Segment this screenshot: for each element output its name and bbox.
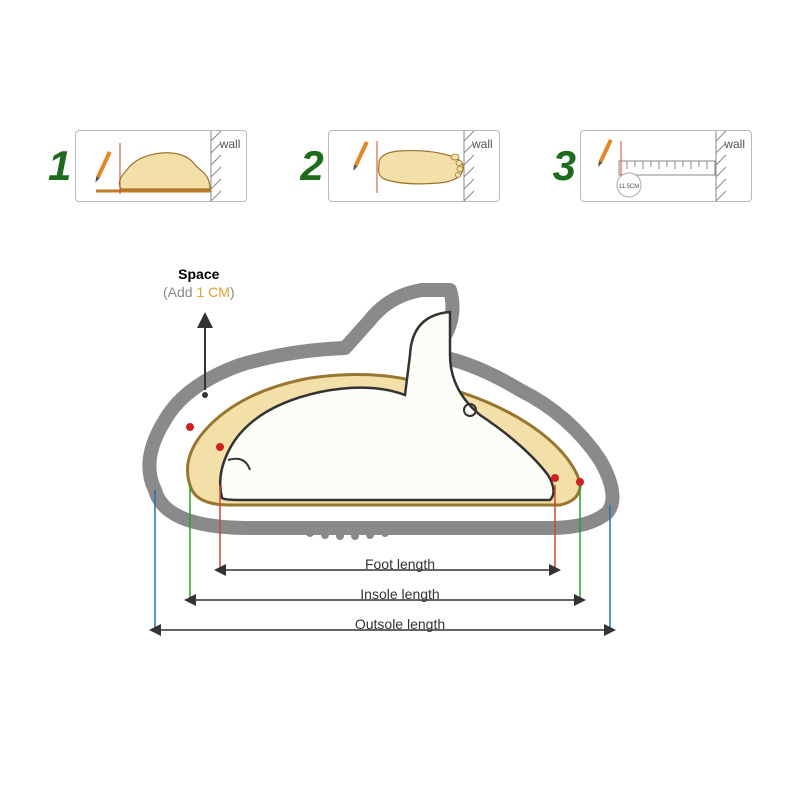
step-2-illustration: wall bbox=[328, 130, 500, 202]
step-2: 2 wall bbox=[300, 130, 499, 202]
shoe-cross-section-diagram: Space (Add 1 CM) bbox=[110, 260, 690, 680]
space-sub-value: 1 CM bbox=[196, 284, 229, 300]
space-annotation: Space (Add 1 CM) bbox=[163, 265, 235, 301]
step-number-2: 2 bbox=[300, 145, 323, 187]
space-sub-prefix: (Add bbox=[163, 284, 196, 300]
space-title: Space bbox=[178, 266, 219, 282]
step-number-3: 3 bbox=[553, 145, 576, 187]
insole-length-label: Insole length bbox=[110, 586, 690, 602]
step1-svg bbox=[76, 131, 246, 201]
outsole-length-label: Outsole length bbox=[110, 616, 690, 632]
step-3: 3 wall bbox=[553, 130, 752, 202]
ruler-reading: 11.5CM bbox=[619, 184, 640, 190]
step-1: 1 wall bbox=[48, 130, 247, 202]
step2-svg bbox=[329, 131, 499, 201]
step-number-1: 1 bbox=[48, 145, 71, 187]
space-sub-suffix: ) bbox=[230, 284, 235, 300]
measurement-steps: 1 wall bbox=[48, 130, 752, 202]
step-1-illustration: wall bbox=[75, 130, 247, 202]
step-3-illustration: wall bbox=[580, 130, 752, 202]
foot-length-label: Foot length bbox=[110, 556, 690, 572]
step3-svg: 11.5CM bbox=[581, 131, 751, 201]
